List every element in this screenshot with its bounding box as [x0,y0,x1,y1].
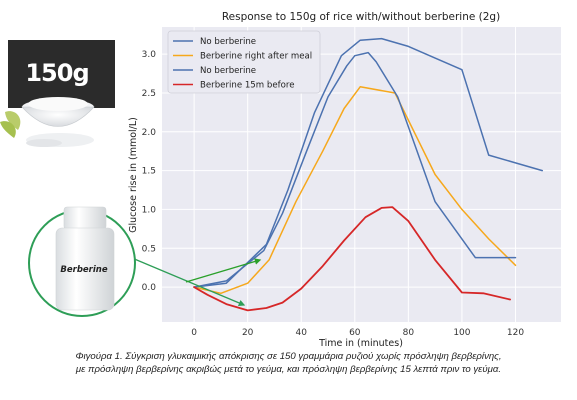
y-tick-label: 2.0 [142,128,157,138]
bottle-label: Berberine [60,265,107,275]
legend-box [167,30,321,94]
x-tick-label: 60 [349,328,361,338]
rice-bowl-icon [0,97,115,160]
after-meal-pointer-arrow [185,258,262,283]
series-line-1 [193,37,544,288]
x-tick-label: 120 [507,328,524,338]
y-tick-label: 2.5 [142,89,156,99]
series-line-2 [193,86,517,295]
y-tick-label: 1.0 [142,205,157,215]
y-axis-label: Glucose rise in (mmol/L) [128,117,139,233]
legend-label: Berberine 15m before [200,81,295,91]
chart-title: Response to 150g of rice with/without be… [222,11,500,23]
legend-label: No berberine [200,66,256,76]
x-tick-label: 80 [403,328,415,338]
rice-bowl-photo: 150g [0,40,115,160]
y-tick-label: 0.0 [142,283,157,293]
x-tick-label: 40 [296,328,308,338]
figure-caption-line-2: με πρόσληψη βερβερίνης ακριβώς μετά το γ… [75,364,502,375]
bottle-body [55,227,115,311]
weight-badge-text: 150g [25,59,88,87]
glucose-response-chart: 0 20 40 60 80 100 120 0.0 0.5 1.0 1.5 2.0 2.5 3.0 Re… [128,11,561,349]
y-tick-label: 3.0 [142,50,157,60]
legend-label: No berberine [200,37,256,47]
series-lines [193,37,544,312]
y-tick-label: 0.5 [142,244,156,254]
berberine-bottle-illustration: Berberine [28,206,136,317]
x-axis-label: Time in (minutes) [318,338,403,349]
series-line-4 [193,206,511,312]
figure-caption-line-1: Φιγούρα 1. Σύγκριση γλυκαιμικής απόκριση… [75,351,502,362]
bottle-cap [63,206,107,230]
legend-label: Berberine right after meal [200,52,312,62]
x-axis-ticks: 0 20 40 60 80 100 120 [191,328,524,338]
series-line-3 [193,51,517,288]
x-tick-label: 20 [242,328,254,338]
chart-legend: No berberine Berberine right after meal No… [167,30,321,94]
x-tick-label: 100 [453,328,470,338]
y-tick-label: 1.5 [142,167,156,177]
x-tick-label: 0 [191,328,197,338]
y-axis-ticks: 0.0 0.5 1.0 1.5 2.0 2.5 3.0 [142,50,157,293]
